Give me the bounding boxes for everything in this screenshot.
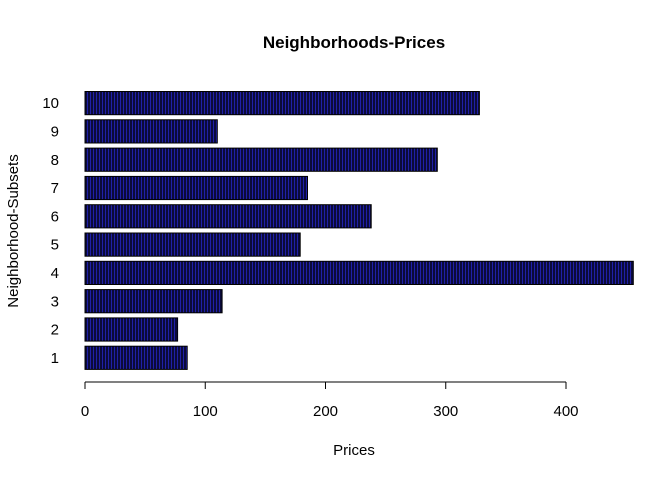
bar-1 — [84, 345, 188, 370]
x-tick-label-400: 400 — [553, 403, 578, 420]
bar-9 — [84, 119, 218, 144]
bar-3 — [84, 289, 223, 314]
y-tick-label-1: 1 — [51, 350, 59, 367]
bar-10 — [84, 91, 480, 116]
bar-4 — [84, 260, 634, 285]
x-tick-label-100: 100 — [193, 403, 218, 420]
x-tick-label-300: 300 — [433, 403, 458, 420]
bar-2 — [84, 317, 179, 342]
chart-title: Neighborhoods-Prices — [263, 33, 445, 52]
y-tick-label-5: 5 — [51, 237, 59, 254]
y-tick-label-2: 2 — [51, 322, 59, 339]
x-tick-label-200: 200 — [313, 403, 338, 420]
x-axis: 0 100 200 300 400 — [81, 381, 579, 420]
y-tick-label-10: 10 — [42, 95, 59, 112]
bar-6 — [84, 204, 372, 229]
bars-group — [84, 91, 634, 370]
y-axis-label: Neighborhood-Subsets — [5, 154, 22, 307]
bar-5 — [84, 232, 301, 257]
y-tick-label-6: 6 — [51, 208, 59, 225]
y-tick-label-8: 8 — [51, 152, 59, 169]
x-axis-label: Prices — [333, 442, 375, 459]
y-tick-label-3: 3 — [51, 293, 59, 310]
bar-7 — [84, 175, 308, 201]
y-tick-label-9: 9 — [51, 123, 59, 140]
x-tick-label-0: 0 — [81, 403, 89, 420]
y-tick-label-7: 7 — [51, 180, 59, 197]
bar-8 — [84, 147, 438, 172]
y-tick-label-4: 4 — [51, 265, 59, 282]
y-axis-ticks: 1 2 3 4 5 6 7 8 9 10 — [42, 95, 59, 367]
